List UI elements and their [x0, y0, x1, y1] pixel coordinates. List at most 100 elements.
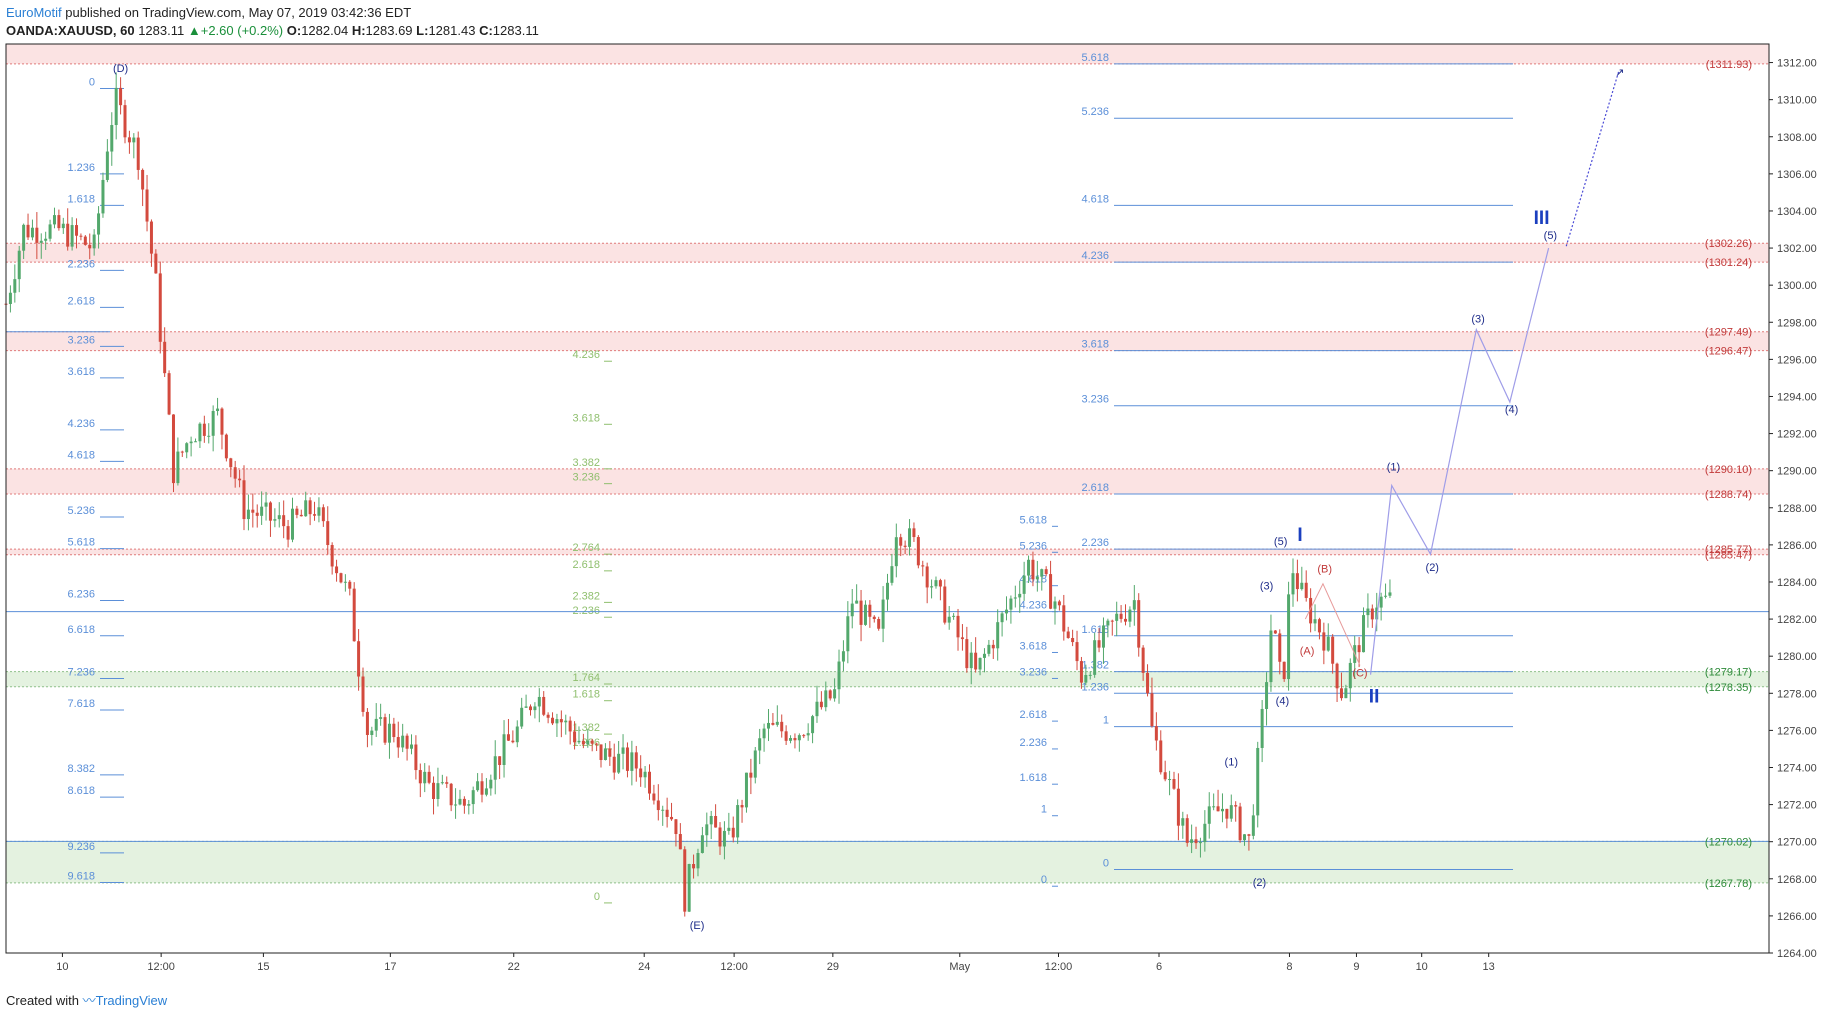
candle-body — [982, 653, 986, 658]
candle-body — [171, 414, 175, 484]
candle-body — [251, 509, 255, 513]
fib-mid-label-5: 2.618 — [572, 559, 600, 571]
candle-body — [1348, 662, 1352, 689]
candle-body — [930, 586, 934, 588]
candle-body — [462, 798, 466, 806]
candle-body — [1005, 609, 1009, 614]
candle-body — [868, 604, 872, 617]
zone-6 — [6, 841, 1769, 883]
price-axis: 1312.00 1310.00 1308.00 1306.00 1304.00 1302.… — [1768, 44, 1817, 960]
candle-body — [1313, 619, 1317, 624]
wave-label-0: (D) — [113, 63, 128, 75]
candle-body — [1124, 618, 1128, 622]
candle-body — [1066, 631, 1070, 638]
candle-body — [815, 701, 819, 717]
candle-body — [1295, 573, 1299, 590]
y-tick-label-21: 1270.00 — [1777, 837, 1817, 849]
candle-body — [216, 408, 220, 412]
candle-body — [908, 528, 912, 547]
candle-body — [132, 137, 136, 143]
candle-body — [1269, 630, 1273, 683]
candle-body — [872, 616, 876, 620]
candle-body — [1181, 818, 1185, 826]
wave-label-6: (5) — [1274, 536, 1287, 548]
fib-mid-label-6: 2.382 — [572, 590, 600, 602]
fib-may-label-5: 3.236 — [1019, 666, 1047, 678]
publisher-line: EuroMotif published on TradingView.com, … — [6, 4, 411, 22]
candle-body — [101, 179, 105, 214]
fib-left-label-3: 2.236 — [67, 258, 95, 270]
candle-body — [934, 580, 938, 587]
fib-right-label-3: 4.236 — [1081, 250, 1109, 262]
candle-body — [238, 478, 242, 481]
candle-body — [877, 619, 881, 629]
candle-body — [467, 804, 471, 806]
candle-body — [163, 341, 167, 374]
candle-body — [595, 743, 599, 745]
candle-body — [925, 566, 929, 588]
candle-body — [652, 793, 656, 801]
candle-body — [1110, 620, 1114, 622]
candle-body — [1194, 839, 1198, 844]
candle-body — [1225, 808, 1229, 819]
fib-may-label-4: 3.618 — [1019, 640, 1047, 652]
candle-body — [1291, 573, 1295, 595]
fib-left-label-8: 4.618 — [67, 449, 95, 461]
y-tick-label-18: 1276.00 — [1777, 725, 1817, 737]
candle-body — [498, 756, 502, 766]
candle-body — [1185, 818, 1189, 843]
price-change: +2.60 (+0.2%) — [200, 23, 284, 38]
symbol-name[interactable]: OANDA:XAUUSD, 60 — [6, 23, 135, 38]
candle-body — [357, 641, 361, 677]
price-change-icon: ▲ — [187, 23, 201, 38]
candle-body — [1057, 601, 1061, 606]
fib-mid-label-12: 0 — [594, 891, 600, 903]
candle-body — [445, 782, 449, 784]
fib-right-label-12: 0 — [1103, 858, 1109, 870]
author-link[interactable]: EuroMotif — [6, 5, 62, 20]
candle-body — [1000, 613, 1004, 623]
candle-body — [35, 227, 39, 243]
candle-body — [335, 566, 339, 574]
candle-body — [1132, 600, 1136, 610]
wave-label-10: (4) — [1505, 404, 1518, 416]
price-label-10: (1278.35) — [1705, 682, 1752, 694]
candle-body — [506, 734, 510, 741]
x-tick-label-11: 8 — [1286, 961, 1292, 973]
y-tick-label-13: 1286.00 — [1777, 540, 1817, 552]
candle-body — [1101, 625, 1105, 648]
fib-mid-label-11: 1.236 — [572, 737, 600, 749]
high-value: 1283.69 — [365, 23, 413, 38]
candle-body — [123, 105, 127, 138]
candle-body — [1172, 779, 1176, 789]
projection-path — [1369, 247, 1550, 675]
plot-border — [5, 43, 1770, 954]
tradingview-link[interactable]: TradingView — [95, 993, 168, 1008]
price-label-11: (1270.02) — [1705, 836, 1752, 848]
candle-body — [414, 744, 418, 771]
candle-body — [921, 565, 925, 567]
candle-body — [401, 735, 405, 748]
candle-body — [30, 227, 34, 238]
candle-body — [581, 740, 585, 745]
low-value: 1281.43 — [428, 23, 476, 38]
candle-body — [855, 600, 859, 604]
zones — [6, 43, 1769, 884]
fib-right-label-11: 1 — [1103, 715, 1109, 727]
candle-body — [48, 224, 52, 239]
roman-label-0: I — [1297, 525, 1302, 546]
candle-body — [1053, 601, 1057, 609]
y-tick-label-4: 1304.00 — [1777, 206, 1817, 218]
candle-body — [1309, 597, 1313, 624]
candle-body — [1278, 633, 1282, 662]
candle-body — [1322, 632, 1326, 651]
candle-body — [1075, 642, 1079, 662]
candle-body — [806, 733, 810, 736]
candle-body — [233, 467, 237, 479]
candle-body — [612, 756, 616, 773]
candle-body — [687, 863, 691, 912]
y-tick-label-20: 1272.00 — [1777, 800, 1817, 812]
fib-may-label-1: 5.236 — [1019, 540, 1047, 552]
y-tick-label-16: 1280.00 — [1777, 651, 1817, 663]
